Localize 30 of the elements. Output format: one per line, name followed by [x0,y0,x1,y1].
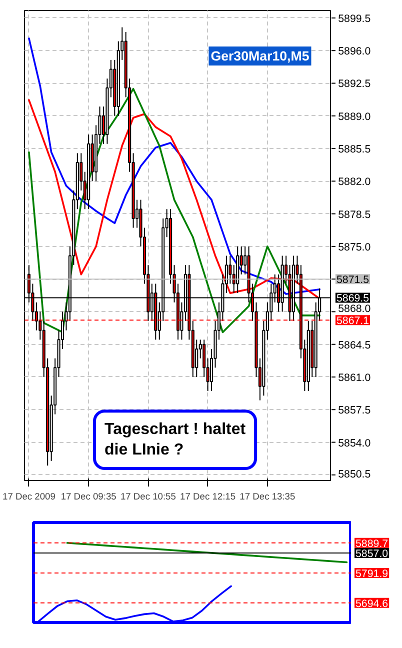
y-tick-label: 5868.0 [338,303,371,316]
ref-line-label: 5889.7 [356,538,388,550]
x-tick-label: 17 Dec 09:35 [60,492,116,502]
x-tick-label: 17 Dec 10:55 [120,492,176,502]
line-series [28,38,320,295]
y-tick-label: 5885.5 [338,144,371,156]
ref-line-label: 5867.1 [336,315,370,328]
x-tick-label: 17 Dec 13:35 [240,492,296,502]
y-tick-label: 5861.0 [338,372,371,384]
y-tick-label: 5850.5 [338,468,371,480]
y-tick-label: 5857.5 [338,404,371,417]
annotation: Tageschart ! haltet die LInie ? [104,421,246,458]
x-tick-label: 17 Dec 12:15 [180,492,236,502]
ref-line-label: 5857.0 [356,548,388,560]
text: Ger30Mar10,M5 [210,48,310,64]
y-tick-label: 5882.0 [338,176,371,188]
y-tick-label: 5854.0 [338,437,371,450]
y-tick-label: 5875.0 [338,241,371,254]
y-tick-label: 5896.0 [338,46,371,58]
y-tick-label: 5899.5 [338,12,371,25]
ref-line-label: 5869.5 [336,292,370,305]
y-tick-label: 5871.5 [336,274,370,286]
ref-line-label: 5791.9 [356,568,388,580]
y-tick-label: 5889.0 [338,110,371,123]
candlestick [228,255,232,284]
y-tick-label: 5864.5 [338,339,371,352]
y-tick-label: 5892.5 [338,78,371,90]
ref-line-label: 5694.6 [356,598,388,610]
x-tick-label: 17 Dec 2009 [2,492,56,502]
y-tick-label: 5878.5 [338,208,371,221]
